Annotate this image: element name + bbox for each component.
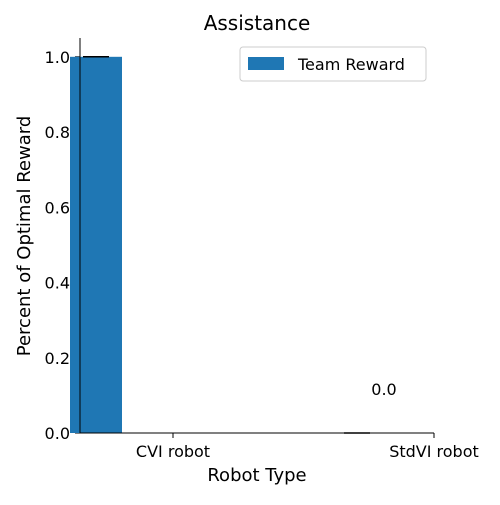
x-axis-label: Robot Type	[207, 465, 306, 486]
y-axis-label: Percent of Optimal Reward	[14, 116, 35, 357]
legend-swatch	[248, 57, 284, 70]
y-tick-label: 0.0	[45, 424, 70, 443]
y-tick-label: 1.0	[45, 48, 70, 67]
chart-title: Assistance	[204, 11, 311, 35]
legend: Team Reward	[239, 46, 427, 82]
y-tick-label: 0.8	[45, 123, 70, 142]
y-tick-label: 0.4	[45, 274, 70, 293]
legend-frame	[239, 46, 427, 82]
data-label: 0.0	[371, 380, 396, 399]
y-tick-label: 0.2	[45, 349, 70, 368]
data-labels: 0.0	[371, 380, 396, 399]
y-tick-label: 0.6	[45, 198, 70, 217]
x-tick-label: CVI robot	[136, 442, 210, 461]
y-axis-ticks: 0.0 0.2 0.4 0.6 0.8 1.0	[45, 48, 80, 443]
legend-label: Team Reward	[297, 55, 405, 74]
x-axis-ticks: CVI robot StdVI robot	[136, 433, 479, 461]
bar	[70, 56, 122, 434]
x-tick-label: StdVI robot	[389, 442, 479, 461]
bars	[70, 56, 370, 434]
